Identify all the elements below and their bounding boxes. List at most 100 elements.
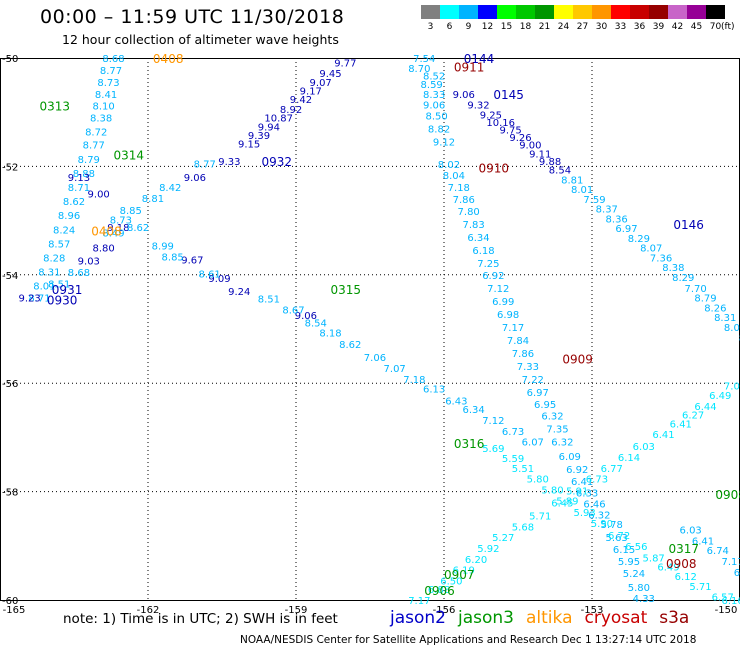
pass-time-label: 0146 — [673, 218, 704, 232]
wave-height-value: 7.83 — [462, 220, 484, 231]
wave-height-value: 9.33 — [218, 157, 240, 168]
wave-height-value: 9.09 — [208, 274, 230, 285]
wave-height-value: 6.12 — [675, 572, 697, 583]
wave-height-value: 8.42 — [159, 183, 181, 194]
pass-time-label: 0908 — [715, 488, 740, 502]
wave-height-value: 6.73 — [502, 427, 524, 438]
wave-height-value: 8.92 — [280, 105, 302, 116]
pass-time-label: 0408 — [153, 52, 184, 66]
longitude-tick-label: -162 — [137, 605, 160, 616]
wave-height-value: 8.36 — [606, 214, 628, 225]
wave-height-value: 8.50 — [425, 111, 447, 122]
wave-height-value: 9.18 — [107, 223, 129, 234]
wave-height-value: 8.18 — [319, 328, 341, 339]
scale-label: 12 — [481, 22, 494, 32]
wave-height-value: 8.68 — [102, 54, 124, 65]
wave-height-value: 8.41 — [95, 90, 117, 101]
wave-height-value: 9.00 — [519, 141, 541, 152]
wave-height-value: 8.54 — [305, 318, 327, 329]
latitude-tick-label: -60 — [2, 596, 18, 607]
wave-height-value: 7.12 — [482, 416, 504, 427]
wave-height-value: 8.72 — [85, 128, 107, 139]
wave-height-value: 5.63 — [606, 533, 628, 544]
wave-height-value: 6.32 — [588, 510, 610, 521]
wave-height-value: 6.50 — [440, 576, 462, 587]
wave-height-value: 8.38 — [662, 263, 684, 274]
scale-label: 39 — [652, 22, 665, 32]
wave-height-value: 9.24 — [228, 287, 250, 298]
wave-height-value: 5.95 — [618, 557, 640, 568]
scale-swatch — [706, 5, 725, 19]
wave-height-value: 8.51 — [258, 295, 280, 306]
scale-label: 33 — [614, 22, 627, 32]
wave-height-value: 8.96 — [58, 211, 80, 222]
wave-height-value: 7.17 — [502, 323, 524, 334]
wave-height-value: 5.80 — [527, 475, 549, 486]
scale-swatch — [649, 5, 668, 19]
wave-height-value: 6.46 — [583, 500, 605, 511]
longitude-tick-label: -165 — [3, 605, 26, 616]
scale-label: 45 — [690, 22, 703, 32]
wave-height-value: 9.17 — [300, 87, 322, 98]
wave-height-value: 9.77 — [334, 58, 356, 69]
wave-height-value: 5.71 — [689, 582, 711, 593]
wave-height-value: 8.49 — [102, 229, 124, 240]
wave-height-value: 7.86 — [453, 195, 475, 206]
scale-swatch — [611, 5, 630, 19]
pass-time-label: 0931 — [52, 283, 83, 297]
scale-label: 6 — [446, 22, 453, 32]
wave-height-value: 9.42 — [290, 95, 312, 106]
wave-height-value: 8.85 — [162, 252, 184, 263]
legend-entry-jason2: jason2 — [390, 608, 446, 628]
wave-height-value: 8.31 — [38, 268, 60, 279]
pass-time-label: 0144 — [464, 52, 495, 66]
wave-height-value: 8.31 — [714, 313, 736, 324]
wave-height-value: 6.57 — [712, 593, 734, 604]
wave-height-value: 8.77 — [100, 66, 122, 77]
wave-height-value: 9.75 — [499, 126, 521, 137]
wave-height-value: 8.82 — [428, 124, 450, 135]
pass-time-label: 0911 — [454, 61, 485, 75]
pass-time-label: 0145 — [493, 88, 524, 102]
wave-height-value: 8.07 — [640, 244, 662, 255]
footer-note: note: 1) Time is in UTC; 2) SWH is in fe… — [63, 611, 338, 627]
wave-height-value: 6.20 — [465, 555, 487, 566]
wave-height-value: 6.49 — [709, 391, 731, 402]
wave-height-value: 5.69 — [482, 444, 504, 455]
pass-time-label: 0930 — [47, 294, 78, 308]
wave-height-value: 6.92 — [482, 271, 504, 282]
wave-height-value: 8.01 — [33, 282, 55, 293]
wave-height-value: 8.99 — [152, 242, 174, 253]
scale-unit: (ft) — [721, 22, 735, 32]
footer-credit: NOAA/NESDIS Center for Satellite Applica… — [240, 634, 697, 646]
pass-time-label: 0317 — [668, 542, 699, 556]
wave-height-value: 8.68 — [68, 268, 90, 279]
pass-time-label: 0910 — [479, 161, 510, 175]
legend-entry-altika: altika — [526, 608, 573, 628]
wave-height-value: 7.54 — [413, 54, 435, 65]
wave-height-value: 5.78 — [601, 520, 623, 531]
scale-swatch — [668, 5, 687, 19]
wave-height-value: 8.29 — [628, 234, 650, 245]
wave-height-value: 6.49 — [657, 562, 679, 573]
page-subtitle: 12 hour collection of altimeter wave hei… — [62, 32, 339, 47]
wave-height-value: 7.17 — [721, 557, 740, 568]
wave-height-value: 6.99 — [492, 297, 514, 308]
pass-time-label: 0408 — [91, 224, 122, 238]
wave-height-value: 9.26 — [509, 133, 531, 144]
wave-height-value: 9.88 — [539, 157, 561, 168]
scale-swatch — [535, 5, 554, 19]
scale-swatch — [516, 5, 535, 19]
wave-height-value: 8.29 — [672, 273, 694, 284]
wave-height-value: 5.92 — [477, 544, 499, 555]
wave-height-value: 8.62 — [339, 340, 361, 351]
wave-height-value: 8.57 — [48, 239, 70, 250]
wave-height-value: 6.95 — [534, 400, 556, 411]
wave-height-value: 5.80 — [628, 583, 650, 594]
wave-height-value: 7.86 — [512, 349, 534, 360]
wave-height-value: 7.84 — [507, 336, 529, 347]
latitude-tick-label: -52 — [2, 162, 18, 173]
pass-time-label: 0316 — [454, 437, 485, 451]
wave-height-value: 8.77 — [83, 141, 105, 152]
